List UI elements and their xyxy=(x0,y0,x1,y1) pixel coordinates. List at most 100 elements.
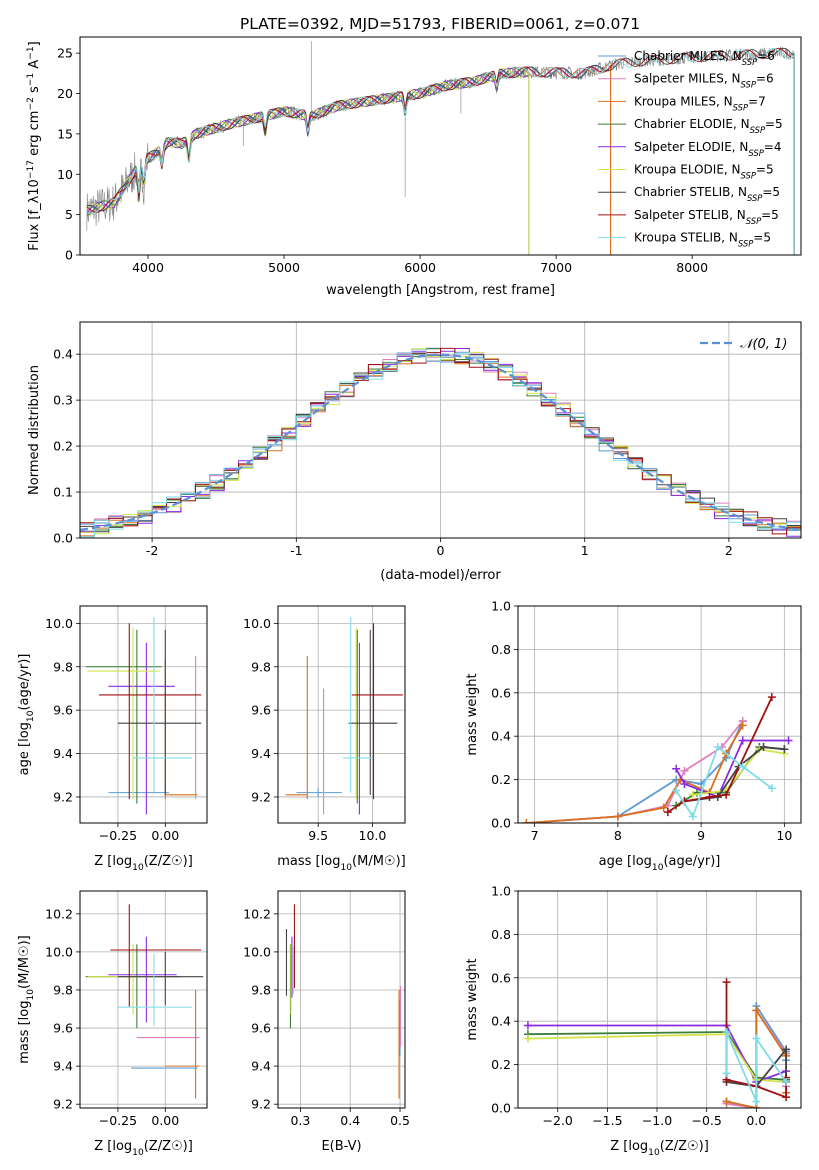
point-marker xyxy=(738,736,747,745)
point-marker xyxy=(722,1028,731,1037)
x-axis-label: mass [log10(M/M☉)] xyxy=(277,854,405,873)
legend: 𝒩(0, 1) xyxy=(700,337,787,352)
point-marker xyxy=(523,1034,532,1043)
x-tick-label: −0.25 xyxy=(99,828,137,843)
errorbar-kroupa_miles xyxy=(285,655,308,800)
y-tick-label: 10.0 xyxy=(45,616,73,631)
point-marker xyxy=(722,1097,731,1106)
y-tick-label: 0.3 xyxy=(53,393,73,408)
legend-label: Salpeter STELIB, NSSP=5 xyxy=(634,208,779,226)
point-marker xyxy=(688,790,697,799)
y-axis-label: Flux [f_λ10−17 erg cm−2 s−1 A−1] xyxy=(26,41,42,250)
axes-z_mass: −0.25 0.00 9.2 9.4 9.6 9.8 10.0 10.2 Z [log10(Z/… xyxy=(17,890,208,1158)
point-marker xyxy=(752,1006,761,1015)
point-marker xyxy=(782,1077,791,1086)
y-tick-label: 0.0 xyxy=(53,531,73,546)
point-marker xyxy=(722,978,731,987)
grid xyxy=(278,891,405,1108)
axes-frame xyxy=(79,321,802,539)
axes-spectrum: 4000 5000 6000 7000 8000 0 5 10 15 20 25 Chabrier M… xyxy=(26,36,802,298)
y-tick-label: 9.4 xyxy=(53,1059,73,1074)
y-tick-label: 20 xyxy=(57,86,73,101)
axes-frame xyxy=(277,605,406,824)
point-marker xyxy=(680,779,689,788)
axes-frame xyxy=(79,890,208,1109)
point-marker xyxy=(680,766,689,775)
plot-area xyxy=(85,904,204,1099)
axes-mass_age: 9.5 10.0 9.2 9.4 9.6 9.8 10.0 mass [log10(M/M☉)… xyxy=(243,605,406,873)
x-tick-label: 9.5 xyxy=(308,828,328,843)
y-tick-label: 0.4 xyxy=(491,729,511,744)
x-tick-label: 7000 xyxy=(540,260,572,275)
point-marker xyxy=(692,788,701,797)
point-marker xyxy=(780,745,789,754)
axes-frame xyxy=(517,605,802,824)
x-tick-label: −0.25 xyxy=(99,1113,137,1128)
point-marker xyxy=(782,1045,791,1054)
point-marker xyxy=(672,786,681,795)
x-tick-label: 9 xyxy=(697,828,705,843)
point-marker xyxy=(523,1021,532,1030)
model-chabrier_miles xyxy=(86,65,611,212)
legend-label: Salpeter ELODIE, NSSP=4 xyxy=(634,140,782,158)
point-marker xyxy=(705,792,714,801)
legend-label: Chabrier MILES, NSSP=6 xyxy=(634,49,775,67)
point-marker xyxy=(722,790,731,799)
y-tick-label: 0.2 xyxy=(53,439,73,454)
x-tick-label: 0.00 xyxy=(151,1113,179,1128)
model-salpeter_miles xyxy=(86,65,611,214)
point-marker xyxy=(759,743,768,752)
axes-age_weight: 7 8 9 10 0.0 0.2 0.4 0.6 0.8 1.0 age [log10(age/yr… xyxy=(465,599,802,873)
x-tick-label: 7 xyxy=(531,828,539,843)
plot-area xyxy=(285,904,402,1099)
errorbar-salpeter_stelib xyxy=(98,623,202,800)
legend-label: Chabrier STELIB, NSSP=5 xyxy=(634,185,780,203)
point-marker xyxy=(738,762,747,771)
errorbar-kroupa_stelib xyxy=(343,616,373,793)
y-tick-label: 10.2 xyxy=(45,906,73,921)
legend: Chabrier MILES, NSSP=6 Salpeter MILES, NS… xyxy=(598,49,783,249)
point-marker xyxy=(713,743,722,752)
y-tick-label: 9.2 xyxy=(251,789,271,804)
point-marker xyxy=(663,808,672,817)
grid xyxy=(80,891,207,1108)
axes-z_weight: −2.0 −1.5 −1.0 −0.5 0.0 0.0 0.2 0.4 0.6 0.8 1.0 Z [… xyxy=(465,884,802,1158)
legend-label: Salpeter MILES, NSSP=6 xyxy=(634,72,774,90)
x-tick-label: 8 xyxy=(614,828,622,843)
point-marker xyxy=(672,764,681,773)
y-tick-label: 25 xyxy=(57,46,73,61)
point-marker xyxy=(613,812,622,821)
y-tick-label: 9.6 xyxy=(251,703,271,718)
y-tick-label: 0.0 xyxy=(491,816,511,831)
axes-frame xyxy=(79,605,208,824)
series-salpeter_stelib xyxy=(663,693,776,817)
x-axis-label: Z [log10(Z/Z☉)] xyxy=(94,1139,193,1158)
y-tick-label: 10.0 xyxy=(243,616,271,631)
x-tick-label: 0.4 xyxy=(340,1113,360,1128)
axes-ebv_mass: 0.3 0.4 0.5 9.2 9.4 9.6 9.8 10.0 10.2 E(B-V) xyxy=(243,890,410,1154)
plot-area xyxy=(80,347,801,538)
errorbar-salpeter_stelib xyxy=(110,904,202,1008)
point-marker xyxy=(752,1034,761,1043)
plot-area xyxy=(86,41,795,255)
point-marker xyxy=(767,784,776,793)
legend-label: Chabrier ELODIE, NSSP=5 xyxy=(634,117,783,135)
y-tick-label: 10.0 xyxy=(45,944,73,959)
normal-curve xyxy=(80,353,801,531)
y-tick-label: 9.6 xyxy=(53,703,73,718)
x-axis-label: (data-model)/error xyxy=(380,568,501,583)
point-marker xyxy=(767,693,776,702)
model-kroupa_elodie xyxy=(86,67,530,210)
axes-frame xyxy=(517,890,802,1109)
x-tick-label: -2 xyxy=(146,543,158,558)
y-tick-label: 0 xyxy=(65,248,73,263)
y-tick-label: 9.8 xyxy=(251,982,271,997)
errorbar-kroupa_miles xyxy=(165,989,200,1099)
plot-area xyxy=(85,616,202,815)
legend-label: 𝒩(0, 1) xyxy=(740,337,787,352)
errorbar-chabrier_elodie xyxy=(85,629,162,804)
y-tick-label: 0.8 xyxy=(491,927,511,942)
y-tick-label: 1.0 xyxy=(491,599,511,614)
figure-title: PLATE=0392, MJD=51793, FIBERID=0061, z=0… xyxy=(240,15,640,33)
errorbar-kroupa_elodie xyxy=(87,627,160,800)
